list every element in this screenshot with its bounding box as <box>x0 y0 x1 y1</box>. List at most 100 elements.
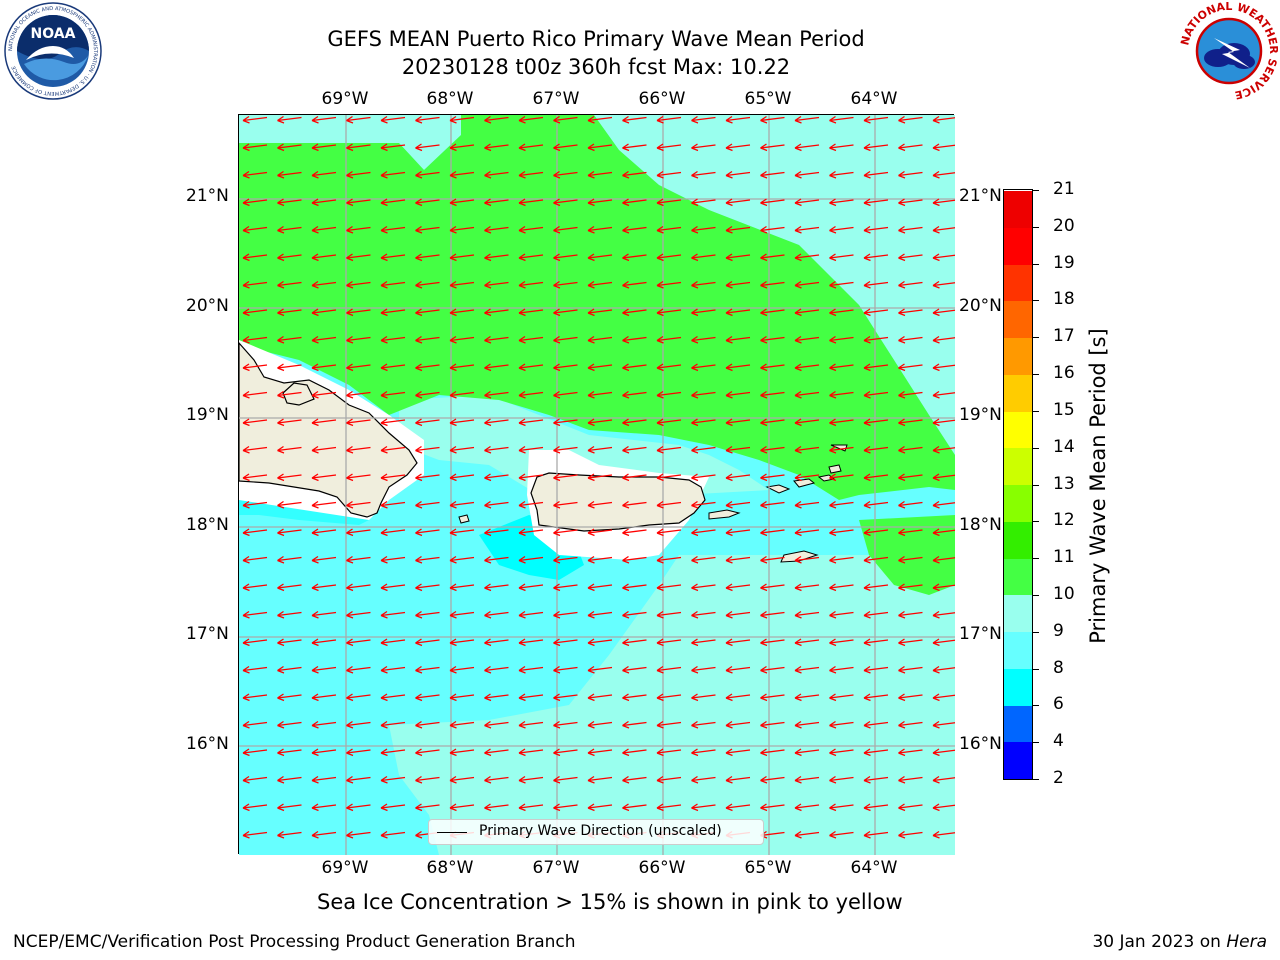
wave-arrow <box>863 363 889 372</box>
wave-arrow <box>380 555 406 564</box>
wave-arrow <box>794 363 820 372</box>
wave-arrow <box>380 253 406 262</box>
wave-arrow <box>829 775 854 784</box>
wave-arrow <box>932 390 955 399</box>
wave-arrow <box>794 225 820 234</box>
wave-arrow <box>760 775 785 784</box>
wave-arrow <box>656 198 682 207</box>
wave-arrow <box>898 775 923 784</box>
wave-arrow <box>449 665 475 674</box>
wave-arrow <box>587 693 613 702</box>
wave-arrow <box>587 143 613 152</box>
wave-arrow <box>656 335 682 344</box>
wave-arrow <box>380 170 406 179</box>
colorbar-tick-label: 16 <box>1053 363 1075 384</box>
wave-arrow <box>725 170 751 179</box>
wave-arrow <box>725 555 751 564</box>
colorbar-segment <box>1004 337 1032 375</box>
wave-arrow <box>553 610 578 619</box>
colorbar-segment <box>1004 190 1032 228</box>
colorbar-label: Primary Wave Mean Period [s] <box>1086 328 1110 644</box>
wave-arrow <box>311 335 337 344</box>
wave-arrow <box>760 308 785 317</box>
wave-arrow <box>484 610 509 619</box>
wave-arrow <box>346 528 371 537</box>
wave-arrow <box>380 115 406 124</box>
wave-arrow <box>794 665 820 674</box>
wave-arrow <box>587 500 613 509</box>
wave-arrow <box>553 115 578 124</box>
wave-arrow <box>794 803 820 812</box>
wave-arrow <box>484 253 509 262</box>
wave-arrow <box>932 610 955 619</box>
wave-arrow <box>691 528 716 537</box>
wave-arrow <box>277 473 302 482</box>
wave-arrow <box>380 583 406 592</box>
wave-arrow <box>932 830 955 839</box>
wave-arrow <box>863 610 889 619</box>
wave-arrow <box>760 390 785 399</box>
wave-arrow <box>863 225 889 234</box>
wave-arrow <box>725 363 751 372</box>
wave-arrow <box>484 390 509 399</box>
wave-arrow <box>622 610 647 619</box>
wave-arrow <box>656 638 682 647</box>
colorbar-tick <box>1033 779 1039 780</box>
wave-arrow <box>380 665 406 674</box>
wave-arrow <box>277 253 302 262</box>
colorbar-tick <box>1033 226 1039 228</box>
wave-arrow <box>829 583 854 592</box>
wave-arrow <box>691 143 716 152</box>
wave-arrow <box>346 445 371 454</box>
wave-arrow <box>898 610 923 619</box>
wave-arrow <box>691 198 716 207</box>
region-period-6-8-west <box>239 500 369 525</box>
colorbar-tick-label: 13 <box>1053 473 1075 494</box>
wave-arrow <box>794 115 820 124</box>
wave-arrow <box>794 555 820 564</box>
wave-arrow <box>725 225 751 234</box>
wave-arrow <box>898 473 923 482</box>
wave-arrow <box>518 143 544 152</box>
wave-arrow <box>587 555 613 564</box>
wave-arrow <box>553 555 578 564</box>
wave-arrow <box>277 748 302 757</box>
wave-arrow <box>311 830 337 839</box>
wave-arrow <box>449 143 475 152</box>
colorbar-tick-label: 6 <box>1053 694 1064 715</box>
wave-arrow <box>346 720 371 729</box>
lat-label-left: 16°N <box>186 734 229 754</box>
lat-label-right: 20°N <box>959 296 1002 316</box>
colorbar-segment <box>1004 447 1032 485</box>
wave-arrow <box>794 720 820 729</box>
wave-arrow <box>242 775 268 784</box>
wave-arrow <box>311 473 337 482</box>
colorbar-tick <box>1033 558 1039 560</box>
wave-arrow <box>380 280 406 289</box>
wave-arrow <box>863 280 889 289</box>
wave-arrow <box>829 555 854 564</box>
colorbar-tick-label: 10 <box>1053 583 1075 604</box>
region-period-9-10-central <box>399 395 769 495</box>
wave-arrow <box>587 473 613 482</box>
wave-arrow <box>932 115 955 124</box>
wave-arrow <box>277 115 302 124</box>
wave-arrow <box>622 143 647 152</box>
colorbar-segment <box>1004 594 1032 632</box>
wave-arrow <box>277 610 302 619</box>
wave-arrow <box>691 225 716 234</box>
wave-arrow <box>794 308 820 317</box>
wave-arrow <box>794 500 820 509</box>
wave-arrow <box>484 473 509 482</box>
wave-arrow <box>242 720 268 729</box>
wave-arrow <box>760 115 785 124</box>
noaa-logo-text: NOAA <box>31 26 76 42</box>
colorbar-tick <box>1033 631 1039 633</box>
wave-arrow <box>242 335 268 344</box>
land-puerto-rico <box>530 472 706 532</box>
colorbar-segment <box>1004 668 1032 706</box>
wave-arrow <box>518 693 544 702</box>
lat-label-right: 17°N <box>959 624 1002 644</box>
wave-arrow <box>587 308 613 317</box>
wave-arrow <box>311 500 337 509</box>
